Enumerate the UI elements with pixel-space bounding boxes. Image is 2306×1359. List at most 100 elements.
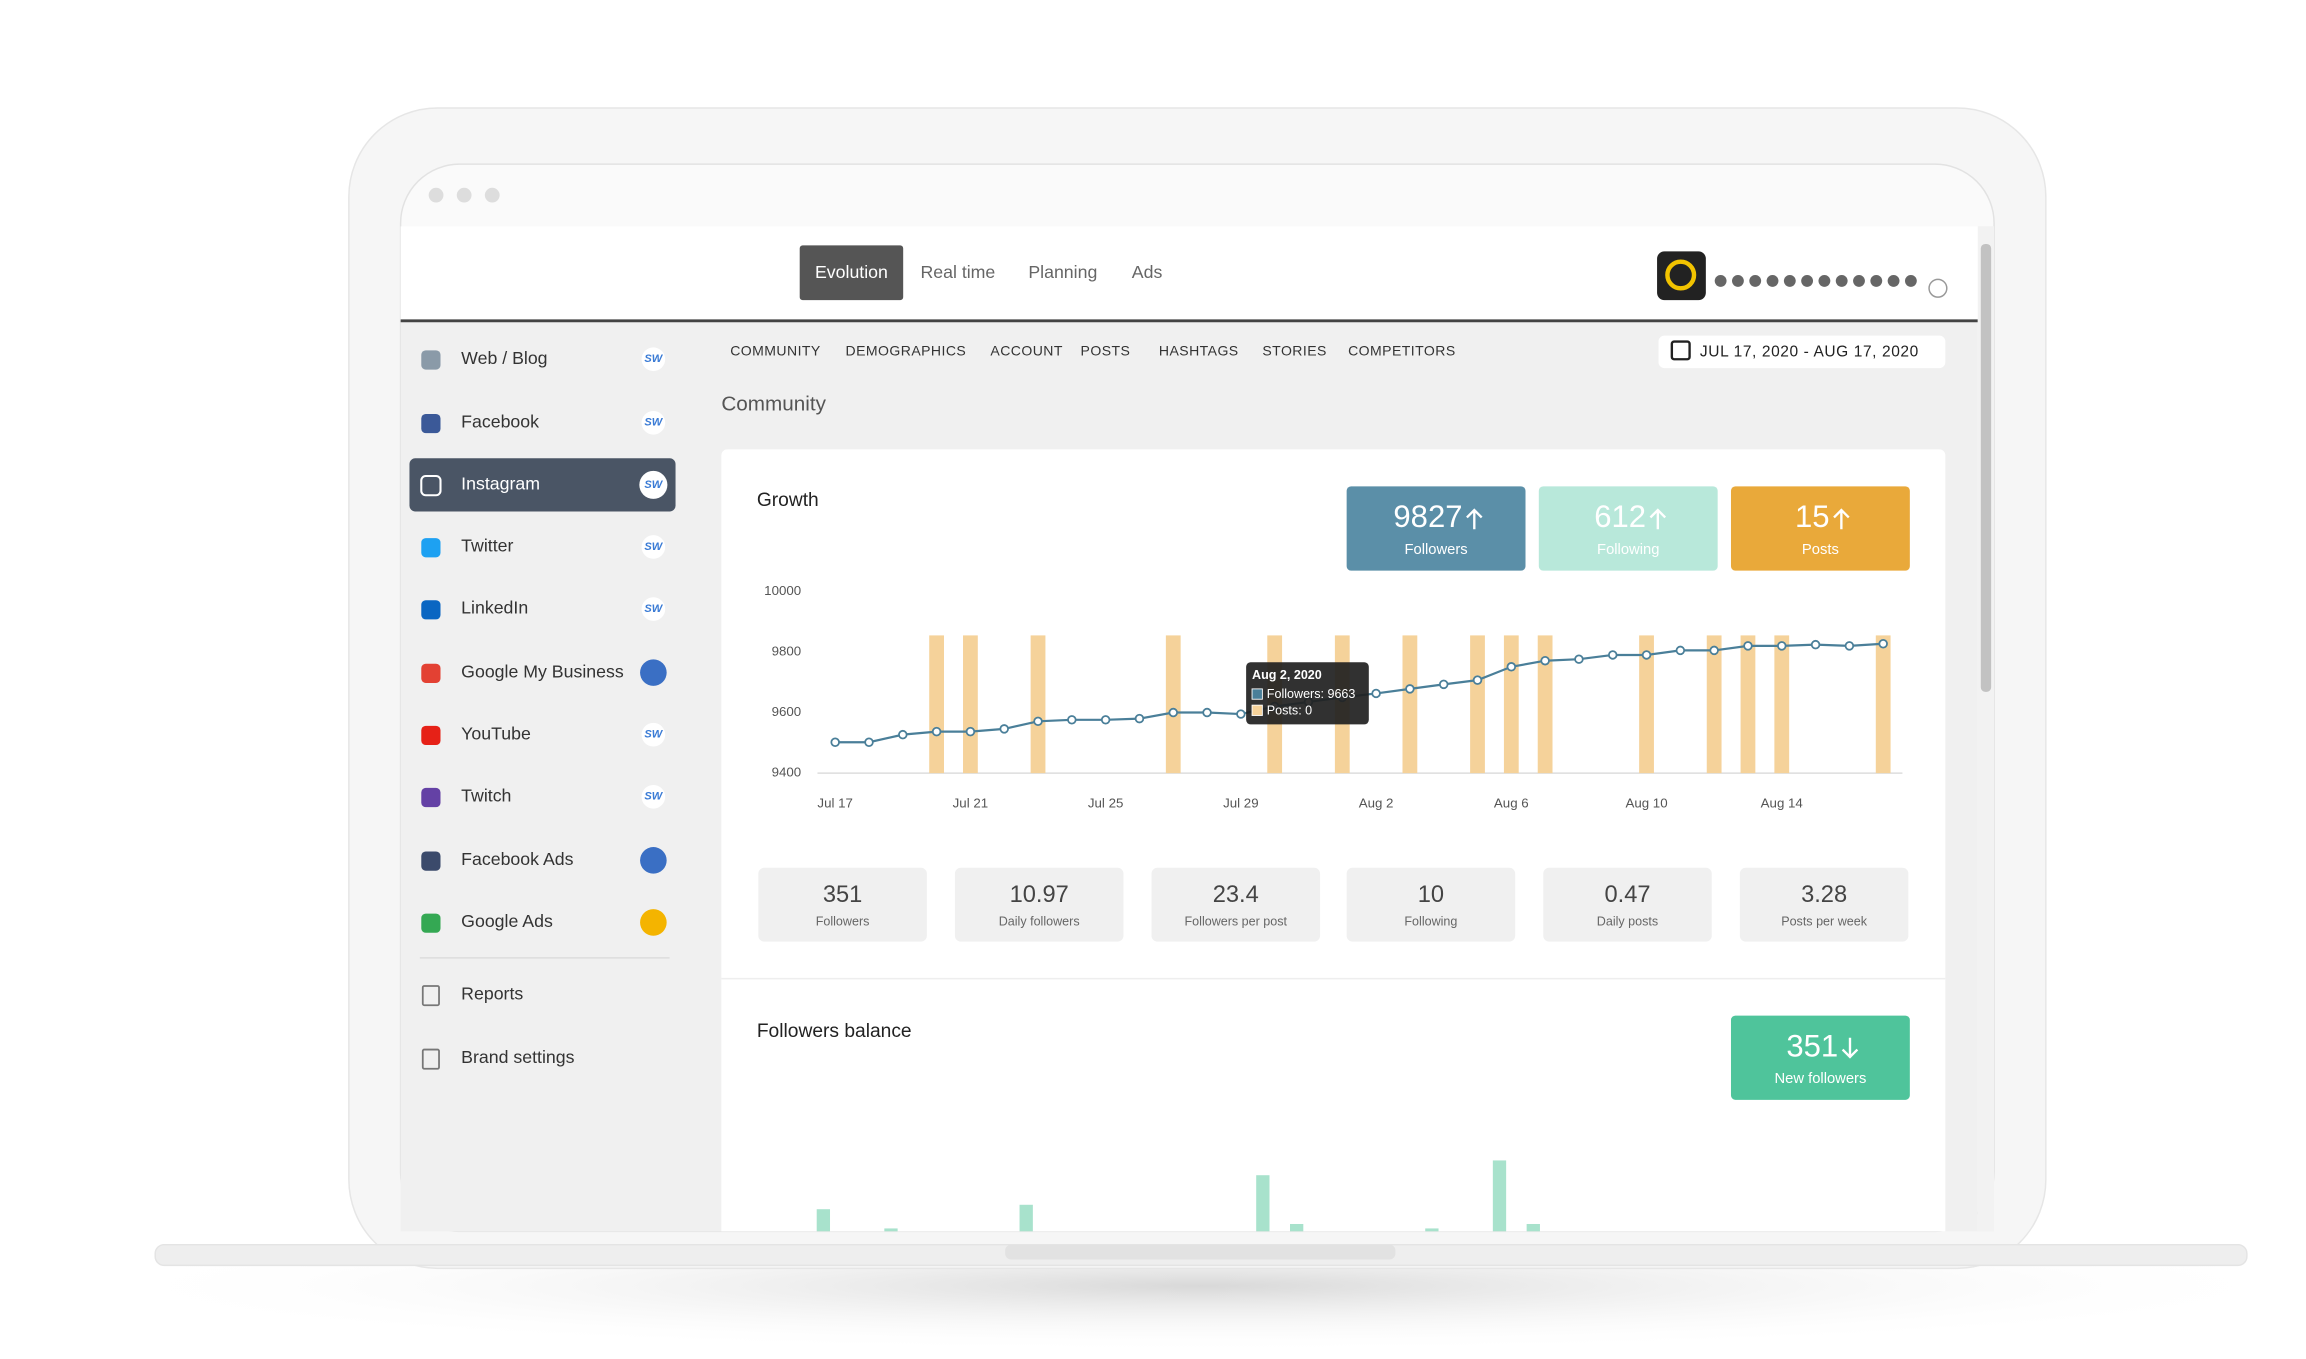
post-bar xyxy=(1470,635,1485,774)
sidebar-item[interactable]: Facebook xyxy=(461,411,539,431)
point[interactable] xyxy=(1438,679,1449,690)
sidebar-icon xyxy=(421,913,441,933)
point[interactable] xyxy=(864,737,874,747)
point[interactable] xyxy=(1844,641,1855,651)
sidebar-item[interactable]: Twitch xyxy=(461,785,511,805)
nav-tab[interactable]: Evolution xyxy=(815,262,888,282)
social-icon[interactable] xyxy=(1749,274,1762,287)
sidebar-item[interactable]: Twitter xyxy=(461,536,513,556)
social-icon[interactable] xyxy=(1853,274,1865,287)
point[interactable] xyxy=(1743,641,1753,651)
point[interactable] xyxy=(1472,675,1483,685)
x-tick-label: Aug 2 xyxy=(1359,796,1394,811)
kpi-box xyxy=(1730,1015,1910,1100)
subnav-tab[interactable]: ACCOUNT xyxy=(990,343,1062,359)
point[interactable] xyxy=(931,726,942,737)
point[interactable] xyxy=(1033,716,1043,727)
social-icon[interactable] xyxy=(1835,274,1848,287)
logo-mark xyxy=(1665,259,1697,291)
post-bar xyxy=(929,635,944,774)
social-icon[interactable] xyxy=(1887,274,1900,287)
badge xyxy=(641,722,666,747)
sidebar-item[interactable]: Instagram xyxy=(461,474,540,494)
sidebar-item[interactable]: Google My Business xyxy=(461,661,624,681)
window-dot xyxy=(456,187,472,203)
arrow-up xyxy=(1649,508,1667,530)
sidebar-item[interactable]: YouTube xyxy=(461,723,531,743)
subnav-tab[interactable]: POSTS xyxy=(1081,343,1131,359)
social-icon[interactable] xyxy=(1801,274,1814,287)
point[interactable] xyxy=(1067,715,1077,725)
subnav-tab[interactable]: COMMUNITY xyxy=(730,343,821,359)
sidebar-active[interactable] xyxy=(409,458,676,512)
point[interactable] xyxy=(898,729,908,740)
stat-box xyxy=(1151,867,1321,942)
social-icon[interactable] xyxy=(1904,274,1917,287)
badge-text: SW xyxy=(644,353,663,365)
post-bar xyxy=(1402,635,1418,774)
stat-value: 23.4 xyxy=(1213,882,1259,908)
subnav-tab[interactable]: DEMOGRAPHICS xyxy=(846,343,967,359)
point[interactable] xyxy=(999,724,1009,734)
subnav-tab[interactable]: HASHTAGS xyxy=(1159,343,1239,359)
nav-tab[interactable]: Ads xyxy=(1132,262,1163,282)
subnav-tab[interactable]: COMPETITORS xyxy=(1348,343,1456,359)
point[interactable] xyxy=(1878,639,1888,649)
sidebar-icon xyxy=(421,851,441,871)
social-icon[interactable] xyxy=(1870,274,1883,287)
badge xyxy=(641,597,666,621)
social-icon[interactable] xyxy=(1818,274,1831,287)
point[interactable] xyxy=(1506,662,1517,672)
sidebar-icon xyxy=(420,474,442,497)
balance-bar xyxy=(1290,1223,1304,1232)
sidebar-item[interactable]: Google Ads xyxy=(461,911,553,931)
point[interactable] xyxy=(1608,650,1618,660)
point[interactable] xyxy=(1641,650,1652,660)
sidebar-item[interactable]: Brand settings xyxy=(461,1047,574,1067)
point[interactable] xyxy=(830,737,840,747)
kpi-box xyxy=(1346,486,1526,571)
sidebar-item[interactable]: LinkedIn xyxy=(461,598,528,618)
kpi-value: 15 xyxy=(1795,499,1830,534)
point[interactable] xyxy=(965,726,976,737)
point[interactable] xyxy=(1709,645,1719,656)
x-tick-label: Jul 21 xyxy=(953,796,988,811)
stat-box xyxy=(954,867,1124,942)
point[interactable] xyxy=(1405,684,1415,694)
date-picker[interactable] xyxy=(1658,335,1946,369)
arrow-down xyxy=(1841,1037,1859,1059)
sidebar-item[interactable]: Reports xyxy=(461,984,523,1004)
x-tick-label: Aug 10 xyxy=(1625,796,1667,811)
window-dot xyxy=(484,187,500,203)
point[interactable] xyxy=(1134,713,1145,724)
share-icon[interactable] xyxy=(1928,278,1948,298)
point[interactable] xyxy=(1540,655,1550,666)
nav-tab[interactable]: Real time xyxy=(920,262,995,282)
sidebar-item[interactable]: Facebook Ads xyxy=(461,849,573,869)
social-icon[interactable] xyxy=(1766,274,1779,287)
stat-label: Followers per post xyxy=(1185,915,1288,929)
sidebar-icon xyxy=(421,663,441,683)
point[interactable] xyxy=(1810,639,1821,650)
point[interactable] xyxy=(1168,707,1178,718)
nav-tab[interactable]: Planning xyxy=(1028,262,1097,282)
scrollbar-thumb[interactable] xyxy=(1980,243,1992,692)
kpi-label: New followers xyxy=(1774,1071,1866,1087)
point[interactable] xyxy=(1202,707,1212,718)
social-icon[interactable] xyxy=(1783,274,1796,287)
social-icon[interactable] xyxy=(1714,274,1727,287)
stat-box xyxy=(1543,867,1712,942)
sidebar-item[interactable]: Web / Blog xyxy=(461,348,547,368)
point[interactable] xyxy=(1675,645,1686,656)
point[interactable] xyxy=(1236,709,1246,719)
badge-text: SW xyxy=(644,729,663,741)
app: Evolution Real time Planning Ads Web / Blog S… xyxy=(400,226,1978,1232)
subnav-tab[interactable]: STORIES xyxy=(1262,343,1326,359)
tab-active[interactable] xyxy=(799,245,904,301)
point[interactable] xyxy=(1574,654,1584,664)
point[interactable] xyxy=(1100,715,1111,725)
point[interactable] xyxy=(1371,688,1381,699)
point[interactable] xyxy=(1777,641,1787,651)
social-icon[interactable] xyxy=(1732,274,1744,287)
tooltip-swatch xyxy=(1251,704,1263,716)
